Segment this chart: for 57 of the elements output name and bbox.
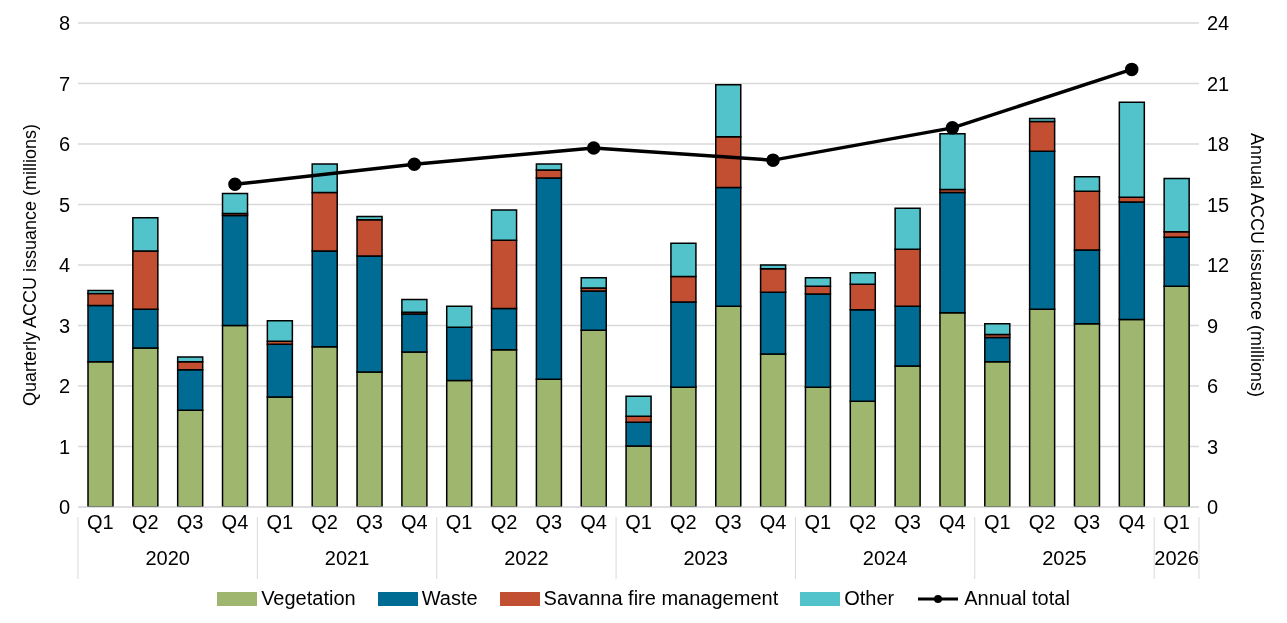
y2-tick-label: 18 bbox=[1207, 133, 1230, 156]
x-tick-label: Q4 bbox=[580, 511, 607, 534]
legend-label: Waste bbox=[421, 587, 478, 610]
x-tick-label: Q2 bbox=[131, 511, 159, 534]
y2-tick-label: 15 bbox=[1207, 193, 1230, 216]
x-tick-label: Q1 bbox=[1163, 511, 1190, 534]
x-tick-label: Q3 bbox=[356, 511, 383, 534]
legend-label: Savanna fire management bbox=[543, 587, 779, 610]
y2-tick-label: 12 bbox=[1207, 254, 1230, 277]
y2-tick-label: 0 bbox=[1207, 496, 1219, 519]
y-tick-label: 4 bbox=[58, 254, 70, 277]
x-tick-label: Q1 bbox=[625, 511, 652, 534]
y2-tick-label: 21 bbox=[1207, 72, 1230, 95]
legend-label: Vegetation bbox=[261, 587, 356, 610]
y-tick-label: 1 bbox=[58, 435, 70, 458]
x-tick-label: Q2 bbox=[1028, 511, 1056, 534]
x-tick-label: Q4 bbox=[939, 511, 966, 534]
x-tick-label: Q3 bbox=[535, 511, 563, 534]
x-tick-label: Q2 bbox=[849, 511, 877, 534]
x-tick-label: Q1 bbox=[983, 511, 1011, 534]
legend-label: Other bbox=[844, 587, 895, 610]
y-tick-label: 0 bbox=[58, 496, 70, 519]
text: 2021 bbox=[324, 547, 370, 569]
y-axis-title: Quarterly ACCU issuance (millions) bbox=[20, 123, 40, 407]
x-tick-label: Q1 bbox=[87, 511, 114, 534]
y-tick-label: 5 bbox=[58, 193, 70, 216]
text: 2022 bbox=[504, 547, 549, 569]
x-tick-label: Q2 bbox=[311, 511, 338, 534]
y-tick-label: 6 bbox=[58, 133, 70, 156]
legend-label: Annual total bbox=[964, 587, 1070, 610]
text: 2026 bbox=[1154, 547, 1199, 569]
x-tick-label: Q4 bbox=[400, 511, 428, 534]
x-tick-label: Q4 bbox=[759, 511, 787, 534]
x-tick-label: Q1 bbox=[804, 511, 832, 534]
x-tick-label: Q1 bbox=[266, 511, 294, 534]
x-tick-label: Q3 bbox=[176, 511, 204, 534]
x-tick-label: Q2 bbox=[490, 511, 518, 534]
y2-axis-title: Annual ACCU issuance (millions) bbox=[1247, 132, 1267, 398]
x-tick-label: Q3 bbox=[894, 511, 921, 534]
text: 2023 bbox=[683, 547, 729, 569]
text: 2020 bbox=[145, 547, 190, 569]
x-tick-label: Q1 bbox=[445, 511, 473, 534]
y-tick-label: 3 bbox=[58, 314, 70, 337]
x-tick-label: Q3 bbox=[1073, 511, 1101, 534]
y2-tick-label: 24 bbox=[1207, 12, 1230, 35]
y-tick-label: 2 bbox=[58, 375, 70, 398]
text: 2024 bbox=[862, 547, 908, 569]
y2-tick-label: 3 bbox=[1207, 435, 1219, 458]
y-tick-label: 7 bbox=[58, 72, 70, 95]
y-tick-label: 8 bbox=[58, 12, 70, 35]
y2-tick-label: 6 bbox=[1207, 375, 1219, 398]
x-tick-label: Q4 bbox=[221, 511, 249, 534]
x-tick-label: Q3 bbox=[714, 511, 742, 534]
x-tick-label: Q2 bbox=[670, 511, 697, 534]
text: 2025 bbox=[1042, 547, 1087, 569]
x-tick-label: Q4 bbox=[1118, 511, 1146, 534]
y2-tick-label: 9 bbox=[1207, 314, 1219, 337]
